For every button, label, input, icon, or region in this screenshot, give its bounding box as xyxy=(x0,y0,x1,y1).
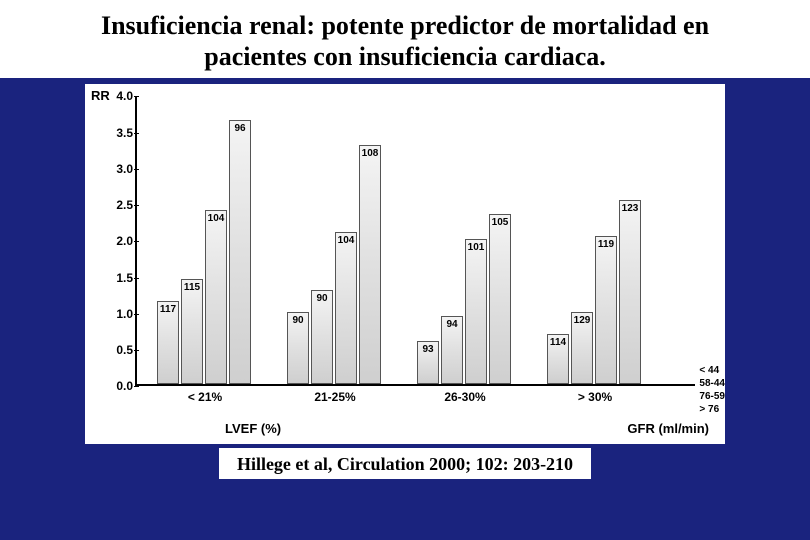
y-tick: 3.0 xyxy=(97,162,133,176)
gfr-depth-legend: < 4458-4476-59> 76 xyxy=(699,364,725,416)
y-tick: 3.5 xyxy=(97,126,133,140)
bar: 93 xyxy=(417,341,439,385)
bar-n-label: 104 xyxy=(208,213,225,224)
x-tick: 26-30% xyxy=(444,390,485,404)
bar: 114 xyxy=(547,334,569,385)
y-tick: 0.0 xyxy=(97,379,133,393)
bar: 123 xyxy=(619,200,641,385)
y-tick: 2.5 xyxy=(97,198,133,212)
gfr-category: > 76 xyxy=(699,403,725,416)
y-tick: 1.0 xyxy=(97,307,133,321)
bar: 105 xyxy=(489,214,511,384)
bar: 101 xyxy=(465,239,487,384)
bar-n-label: 96 xyxy=(234,123,245,134)
bar: 96 xyxy=(229,120,251,385)
bar-n-label: 114 xyxy=(550,337,566,348)
bar: 115 xyxy=(181,279,203,384)
x-tick: 21-25% xyxy=(314,390,355,404)
x-tick: > 30% xyxy=(578,390,612,404)
x-tick: < 21% xyxy=(188,390,222,404)
bar: 117 xyxy=(157,301,179,384)
bar: 129 xyxy=(571,312,593,385)
bar-n-label: 94 xyxy=(446,319,457,330)
slide-title: Insuficiencia renal: potente predictor d… xyxy=(0,0,810,78)
bar: 90 xyxy=(311,290,333,384)
bar-n-label: 105 xyxy=(492,217,509,228)
gfr-category: < 44 xyxy=(699,364,725,377)
bar-n-label: 90 xyxy=(292,315,303,326)
y-tick: 1.5 xyxy=(97,271,133,285)
bar-n-label: 117 xyxy=(160,304,176,315)
bar: 119 xyxy=(595,236,617,385)
y-tick: 0.5 xyxy=(97,343,133,357)
bar: 90 xyxy=(287,312,309,385)
bar: 108 xyxy=(359,145,381,384)
bar-n-label: 90 xyxy=(316,293,327,304)
gfr-category: 58-44 xyxy=(699,377,725,390)
bar: 94 xyxy=(441,316,463,385)
citation-text: Hillege et al, Circulation 2000; 102: 20… xyxy=(219,448,591,479)
bar: 104 xyxy=(335,232,357,384)
bar-n-label: 123 xyxy=(622,203,639,214)
bar-n-label: 93 xyxy=(422,344,433,355)
y-tick: 4.0 xyxy=(97,89,133,103)
bar-n-label: 115 xyxy=(184,282,200,293)
x-axis-label: LVEF (%) xyxy=(225,421,281,436)
bar-n-label: 119 xyxy=(598,239,614,250)
bar-n-label: 101 xyxy=(468,242,485,253)
y-tick: 2.0 xyxy=(97,234,133,248)
chart-container: RR 0.00.51.01.52.02.53.03.54.01171151049… xyxy=(85,84,725,444)
plot-area: 0.00.51.01.52.02.53.03.54.011711510496< … xyxy=(135,96,695,386)
bar-n-label: 104 xyxy=(338,235,355,246)
bar: 104 xyxy=(205,210,227,384)
z-axis-label: GFR (ml/min) xyxy=(627,421,709,436)
gfr-category: 76-59 xyxy=(699,390,725,403)
bar-n-label: 129 xyxy=(574,315,591,326)
bar-n-label: 108 xyxy=(362,148,379,159)
